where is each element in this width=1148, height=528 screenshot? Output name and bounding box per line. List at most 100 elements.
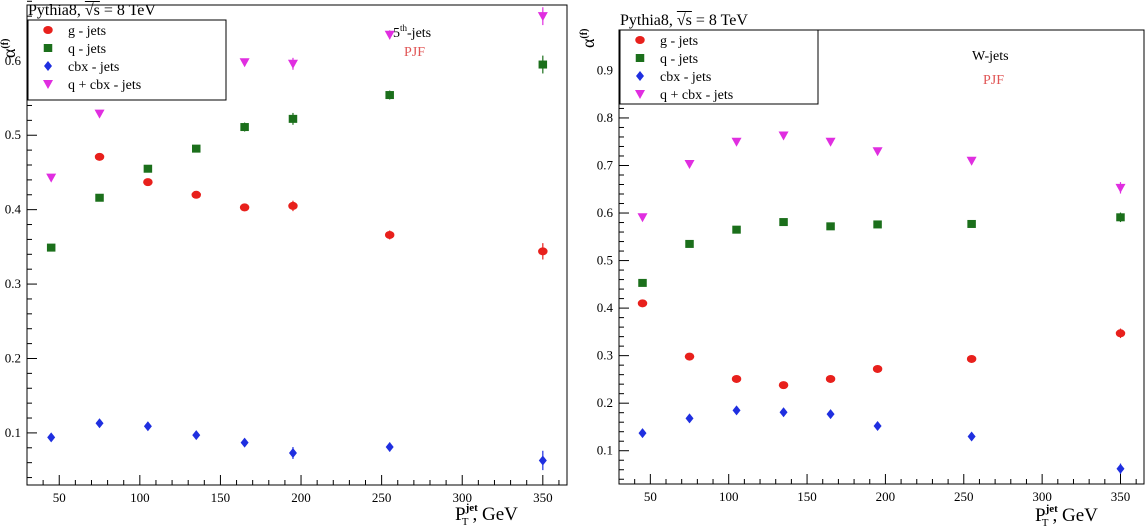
left-series-2 [47, 418, 547, 471]
left-legend-marker [43, 26, 53, 34]
right-data-point [684, 160, 695, 170]
right-data-point [1116, 463, 1125, 474]
left-data-point [240, 123, 249, 132]
left-data-point [288, 448, 297, 458]
right-data-point [966, 156, 977, 166]
left-data-point [385, 442, 394, 453]
right-legend-label: g - jets [660, 34, 698, 49]
right-y-tick-label: 0.5 [597, 253, 613, 268]
left-x-tick-label: 200 [291, 490, 311, 505]
left-x-tick-label: 50 [53, 490, 66, 505]
left-data-point [537, 12, 548, 22]
right-x-tick-label: 50 [644, 489, 657, 504]
left-data-point [385, 91, 394, 100]
left-x-tick-label: 350 [533, 490, 553, 505]
right-data-point [873, 220, 882, 229]
right-data-point [779, 407, 788, 418]
left-data-point [287, 59, 298, 69]
left-legend-label: g - jets [68, 24, 106, 39]
right-series-2 [638, 405, 1125, 475]
left-data-point [143, 178, 153, 187]
left-x-axis-label: Pjet T, GeV [455, 502, 518, 528]
left-data-point [288, 114, 298, 123]
right-y-tick-label: 0.9 [597, 62, 613, 77]
right-y-axis-label: α(f) [578, 29, 598, 48]
right-data-point [637, 299, 648, 308]
right-y-tick-label: 0.6 [597, 205, 614, 220]
left-legend-label: q - jets [68, 42, 106, 57]
right-legend-label: q - jets [660, 52, 698, 67]
left-data-point [143, 164, 153, 173]
left-plot-frame [26, 4, 568, 486]
left-chart-panel: 50 100 150 200 250 300 350 0.1 0.2 0.3 0.4 0.5 0.6 α(… [0, 0, 570, 528]
left-data-point [95, 193, 104, 202]
right-data-point [685, 239, 694, 248]
right-legend-marker [636, 71, 644, 81]
left-y-tick-label: 0.4 [5, 202, 22, 217]
left-legend-marker [43, 80, 53, 89]
left-data-point [47, 432, 56, 443]
left-legend-label: cbx - jets [68, 60, 119, 75]
left-data-point [240, 437, 249, 448]
right-data-point [732, 225, 741, 234]
left-chart-title: Pythia8, √s = 8 TeV [28, 2, 156, 19]
right-chart: 50 100 150 200 250 300 350 0.1 0.2 0.3 0.4 0.5 0.6 0.… [578, 29, 1145, 528]
left-y-axis-label: α(f) [0, 39, 19, 58]
right-x-tick-label: 150 [797, 489, 817, 504]
right-data-point [872, 364, 883, 373]
right-y-tick-label: 0.2 [597, 395, 613, 410]
left-x-tick-label: 250 [372, 490, 392, 505]
right-x-tick-label: 300 [1032, 489, 1052, 504]
right-data-point [825, 374, 836, 383]
right-legend-marker [635, 54, 645, 62]
right-data-point [967, 431, 976, 442]
right-data-point [732, 405, 741, 416]
right-series-3 [637, 131, 1126, 223]
right-y-tick-label: 0.1 [597, 443, 613, 458]
left-data-point [239, 58, 250, 68]
left-data-point [538, 247, 548, 256]
left-y-tick-label: 0.2 [5, 350, 21, 365]
left-data-point [192, 430, 201, 441]
right-data-point [873, 421, 882, 432]
left-data-point [192, 144, 201, 153]
right-data-point [872, 147, 883, 157]
right-data-point [731, 374, 742, 383]
right-chart-title: Pythia8, √s = 8 TeV [620, 12, 748, 29]
right-data-point [638, 278, 647, 287]
left-data-point [538, 455, 547, 466]
left-data-point [143, 421, 152, 432]
left-legend-marker [44, 61, 52, 71]
right-x-tick-label: 200 [876, 489, 896, 504]
right-x-tick-label: 100 [719, 489, 739, 504]
left-legend-label: q + cbx - jets [68, 78, 141, 93]
left-data-point [94, 152, 105, 161]
right-data-point [826, 409, 835, 420]
right-plot-frame [618, 29, 1145, 485]
right-annotation-method: PJF [983, 73, 1004, 88]
right-legend-label: cbx - jets [660, 70, 711, 85]
right-data-point [685, 413, 694, 424]
right-y-tick-label: 0.4 [597, 300, 614, 315]
right-annotation-sample: W-jets [972, 49, 1009, 64]
right-legend-label: q + cbx - jets [660, 88, 733, 103]
left-annotation-sample: 5th-jets [393, 23, 431, 41]
left-y-tick-label: 0.5 [5, 127, 21, 142]
right-x-axis-label: Pjet T, GeV [1035, 503, 1098, 528]
right-data-point [967, 219, 976, 228]
right-y-tick-label: 0.8 [597, 110, 613, 125]
right-data-point [779, 218, 788, 227]
right-data-point [1115, 183, 1126, 193]
right-legend-marker [635, 36, 645, 44]
right-data-point [778, 131, 789, 141]
right-data-point [1115, 329, 1126, 338]
right-legend-box [619, 29, 819, 105]
right-chart-panel: 50 100 150 200 250 300 350 0.1 0.2 0.3 0.4 0.5 0.6 0.… [578, 0, 1148, 528]
right-data-point [826, 222, 835, 231]
left-x-tick-label: 100 [130, 490, 150, 505]
left-data-point [191, 190, 202, 199]
left-series-0 [46, 87, 548, 260]
left-y-tick-label: 0.1 [5, 425, 21, 440]
left-data-point [95, 418, 104, 429]
left-data-point [538, 60, 548, 69]
